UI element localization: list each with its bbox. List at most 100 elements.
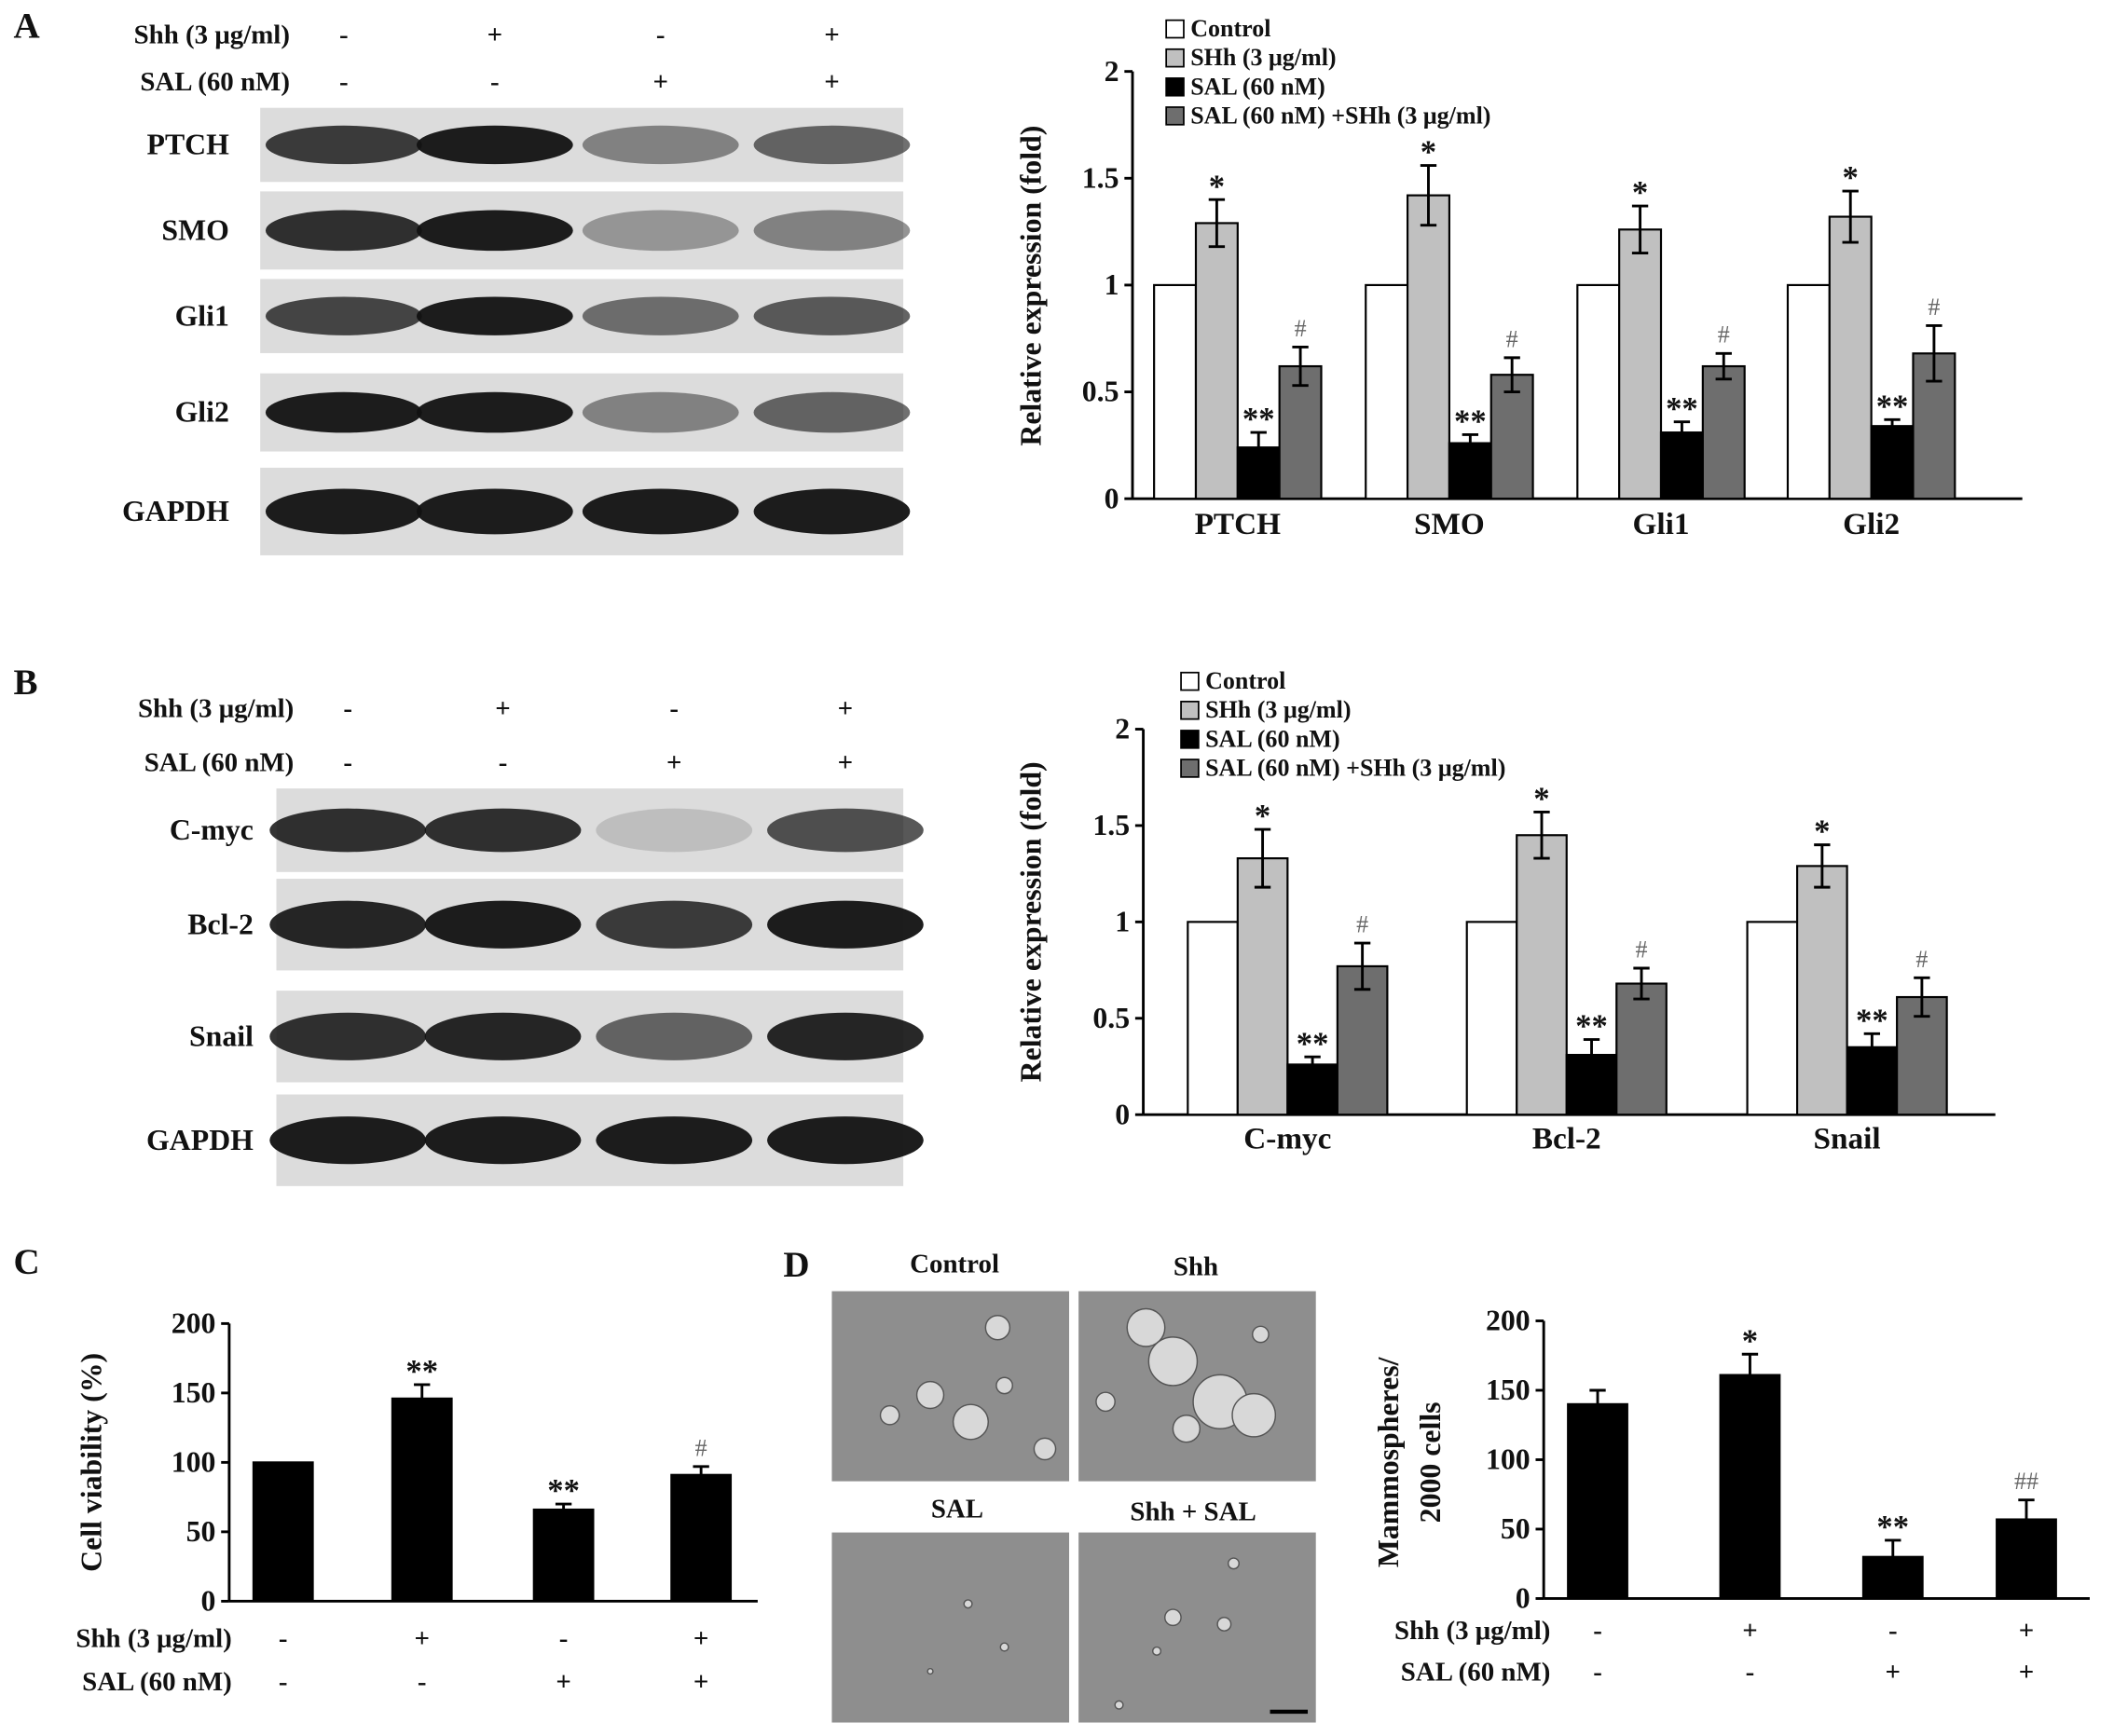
blot-band [767,808,924,853]
legend-swatch [1165,106,1185,126]
micrograph-label: Control [910,1249,999,1278]
condition-sign: - [279,1667,288,1697]
significance-mark: * [1632,174,1648,211]
blot-band [582,391,739,433]
condition-sign: + [487,20,502,49]
condition-sign: + [693,1667,708,1697]
mammosphere [1231,1392,1277,1438]
bar [1567,1402,1628,1600]
micrograph [831,1291,1070,1482]
mammosphere [1114,1700,1124,1710]
blot-band [596,1116,753,1165]
condition-sign: + [824,20,839,49]
significance-mark: ** [1666,390,1698,427]
y-tick-label: 50 [1501,1512,1531,1545]
blot-row-label: PTCH [147,129,230,161]
condition-sign: + [653,67,668,97]
legend-label: Control [1190,15,1270,42]
y-axis-label: Mammospheres/ [1372,1356,1405,1567]
x-tick-label: SMO [1414,507,1485,541]
x-tick-label: Gli2 [1843,507,1900,541]
condition-sign: - [343,747,352,777]
condition-label: Shh (3 μg/ml) [76,1624,231,1654]
bar [1828,215,1873,500]
legend-swatch [1165,48,1185,68]
blot-band [753,210,911,252]
y-tick-label: 1.5 [1092,809,1130,841]
condition-sign: + [824,67,839,97]
y-tick-label: 100 [172,1446,216,1479]
y-tick-label: 0.5 [1092,1002,1130,1034]
legend-label: SAL (60 nM) +SHh (3 μg/ml) [1205,754,1505,781]
mammosphere [1151,1646,1162,1656]
condition-sign: - [1593,1616,1602,1646]
condition-sign: + [838,694,853,724]
significance-mark: ** [1575,1008,1608,1045]
legend-swatch [1180,759,1200,778]
legend-label: SAL (60 nM) [1190,73,1325,100]
x-tick-label: Gli1 [1633,507,1690,541]
blot-band [265,210,422,252]
significance-mark: ## [2014,1468,2038,1495]
mammosphere [1095,1391,1116,1413]
condition-sign: - [499,747,508,777]
bar [391,1397,453,1603]
significance-mark: ** [1856,1002,1888,1038]
micrograph [1078,1291,1316,1482]
bar [1615,982,1668,1116]
y-tick-label: 1.5 [1082,161,1119,194]
micrograph-label: SAL [931,1495,983,1524]
mammosphere [1126,1307,1166,1347]
micrograph-label: Shh [1174,1251,1218,1281]
blot-band [265,488,422,535]
condition-sign: - [490,67,500,97]
mammosphere [952,1403,989,1441]
legend-swatch [1165,77,1185,97]
condition-label: Shh (3 μg/ml) [138,694,294,724]
legend-label: SHh (3 μg/ml) [1205,696,1351,723]
y-tick-label: 1 [1115,905,1130,937]
blot-band [753,391,911,433]
condition-sign: + [838,747,853,777]
significance-mark: # [695,1434,707,1461]
mammosphere [1163,1608,1182,1627]
legend-label: SAL (60 nM) [1205,725,1340,752]
micrograph [1078,1532,1316,1723]
blot-band [416,488,573,535]
bar [1796,865,1848,1116]
condition-sign: + [556,1667,570,1697]
blot-band [582,488,739,535]
y-tick-label: 0 [201,1584,216,1617]
mammosphere [984,1314,1011,1341]
legend-swatch [1180,671,1200,691]
y-tick-label: 1 [1105,268,1119,301]
condition-label: Shh (3 μg/ml) [1394,1616,1550,1646]
bar [670,1473,733,1603]
legend-swatch [1165,19,1185,39]
y-tick-label: 0 [1115,1098,1130,1130]
mammosphere [927,1667,934,1675]
significance-mark: ** [1242,401,1275,437]
blot-band [265,391,422,433]
y-axis-label: Cell viability (%) [75,1353,107,1572]
blot-band [424,900,582,949]
panel-letter: A [13,7,39,47]
blot-band [596,900,753,949]
significance-mark: * [1209,168,1225,204]
condition-sign: - [339,20,349,49]
blot-band [753,296,911,335]
mammosphere [1172,1415,1201,1443]
blot-band [416,296,573,335]
panel-letter: C [13,1242,39,1282]
significance-mark: ** [1454,403,1487,440]
blot-band [753,125,911,165]
significance-mark: # [1718,321,1730,349]
y-tick-label: 200 [1486,1305,1531,1337]
y-tick-label: 0.5 [1082,376,1119,408]
condition-sign: + [1742,1616,1757,1646]
condition-sign: - [656,20,666,49]
bar [1365,283,1409,500]
bar [1153,283,1198,500]
condition-label: Shh (3 μg/ml) [134,20,290,49]
